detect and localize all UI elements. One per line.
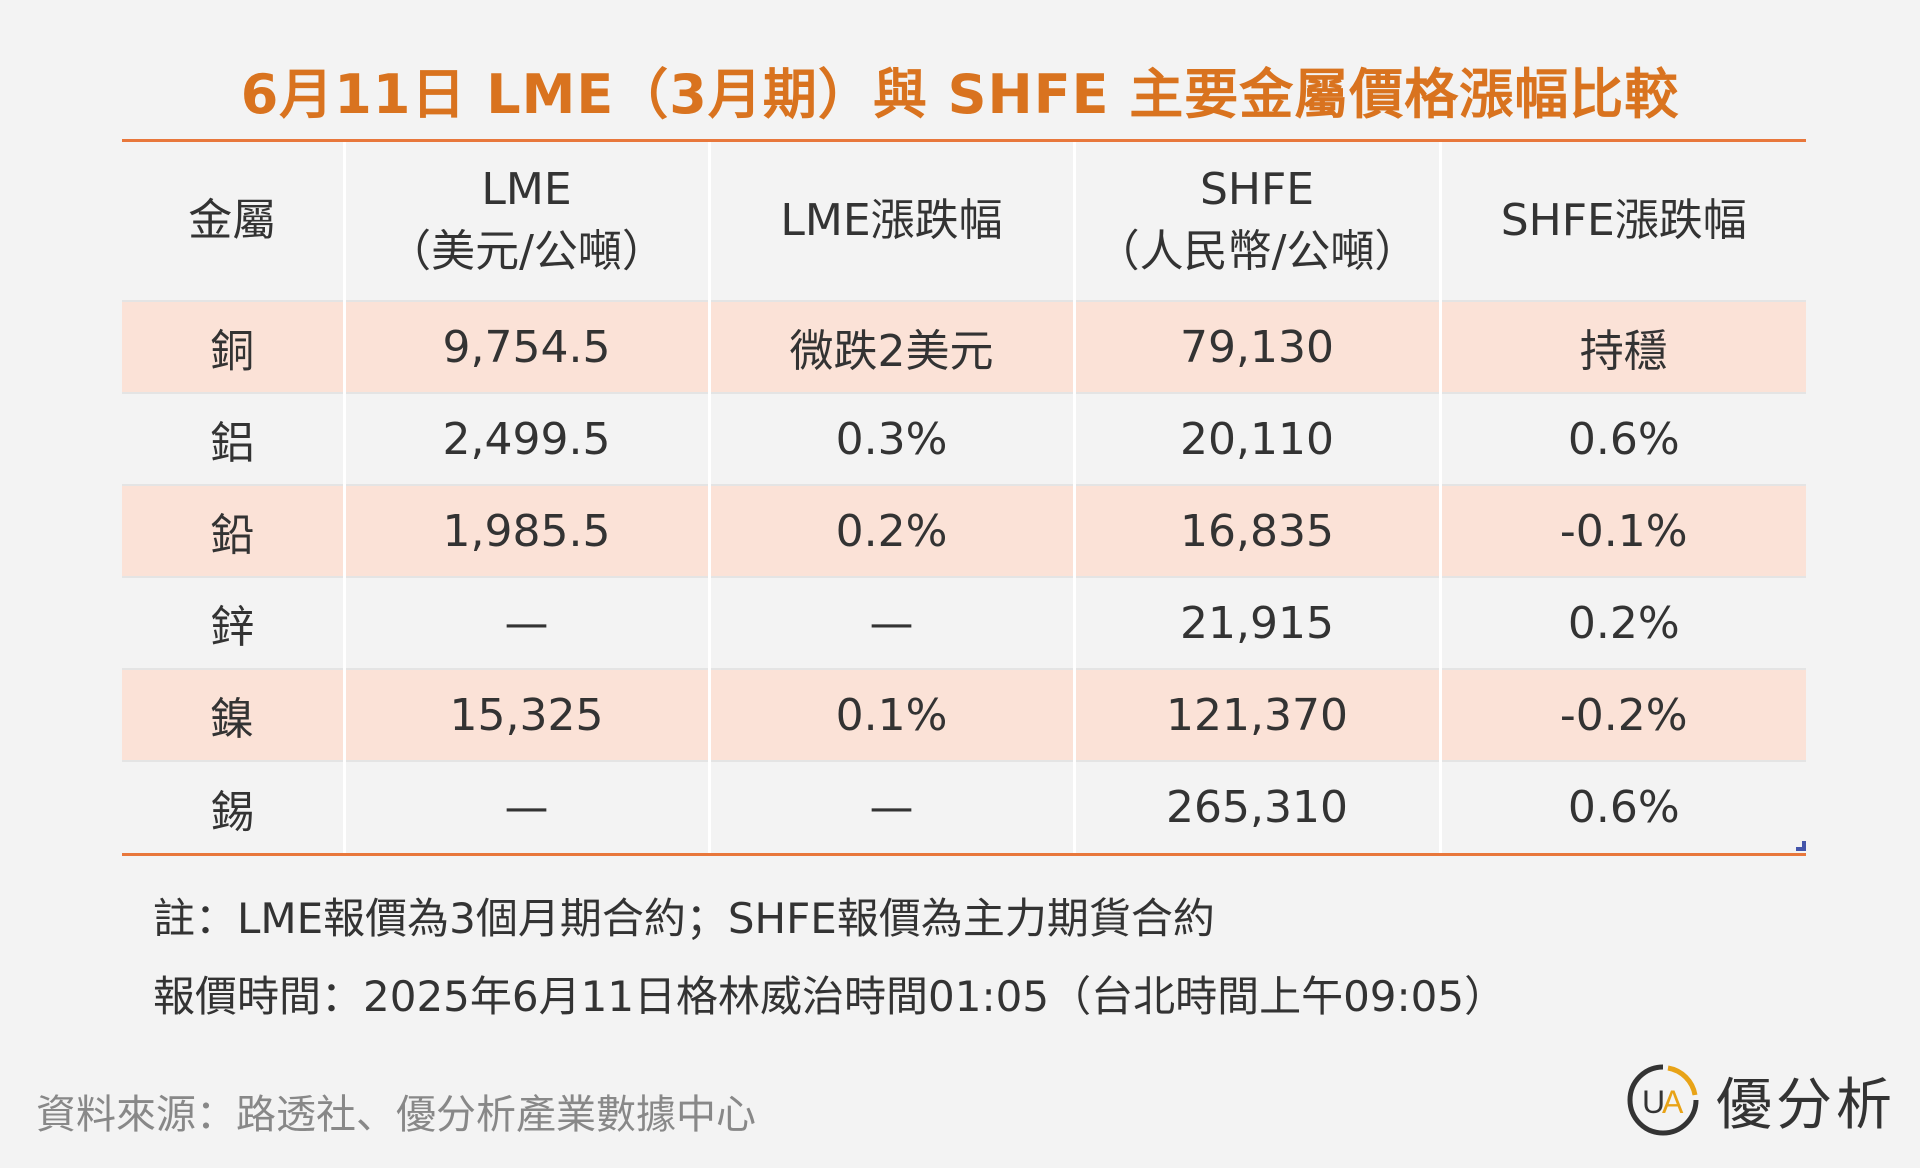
table-row: 鋁 2,499.5 0.3% 20,110 0.6%	[122, 392, 1806, 485]
cell-lme-change: 0.2%	[707, 484, 1074, 577]
brand-name: 優分析	[1716, 1072, 1896, 1138]
cell-shfe-price: 121,370	[1072, 668, 1440, 761]
price-comparison-table: 金屬 LME （美元/公噸） LME漲跌幅 SHFE （人民幣/公噸） SHFE…	[122, 139, 1806, 856]
cell-lme-change: —	[707, 760, 1074, 853]
header-shfe-label: SHFE	[1199, 164, 1315, 215]
cell-shfe-change: -0.1%	[1438, 484, 1806, 577]
table-row: 鉛 1,985.5 0.2% 16,835 -0.1%	[122, 484, 1806, 577]
cell-shfe-change: 0.6%	[1438, 392, 1806, 485]
header-lme-change: LME漲跌幅	[707, 142, 1074, 301]
cell-metal: 鉛	[122, 484, 344, 577]
cell-shfe-change: -0.2%	[1438, 668, 1806, 761]
contract-note: 註：LME報價為3個月期合約；SHFE報價為主力期貨合約	[153, 894, 1215, 943]
cell-lme-price: 2,499.5	[342, 392, 709, 485]
cell-lme-price: 1,985.5	[342, 484, 709, 577]
cell-lme-change: —	[707, 576, 1074, 669]
cell-shfe-change: 0.6%	[1438, 760, 1806, 853]
cell-metal: 錫	[122, 760, 344, 853]
ua-logo-icon: U A	[1627, 1064, 1699, 1136]
header-lme-label: LME	[481, 164, 572, 215]
logo-a-letter: A	[1662, 1084, 1684, 1120]
header-shfe-change: SHFE漲跌幅	[1438, 142, 1806, 301]
cell-metal: 鋅	[122, 576, 344, 669]
table-header-row: 金屬 LME （美元/公噸） LME漲跌幅 SHFE （人民幣/公噸） SHFE…	[122, 142, 1806, 301]
cell-metal: 鋁	[122, 392, 344, 485]
header-shfe-change-label: SHFE漲跌幅	[1500, 195, 1747, 246]
cell-lme-change: 0.3%	[707, 392, 1074, 485]
corner-resize-icon	[1796, 841, 1806, 851]
cell-shfe-price: 265,310	[1072, 760, 1440, 853]
cell-lme-price: —	[342, 576, 709, 669]
data-source: 資料來源：路透社、優分析產業數據中心	[36, 1092, 756, 1138]
cell-lme-change: 微跌2美元	[707, 300, 1074, 393]
cell-metal: 銅	[122, 300, 344, 393]
cell-shfe-price: 79,130	[1072, 300, 1440, 393]
header-lme-unit: （美元/公噸）	[387, 226, 666, 277]
notes: 註：LME報價為3個月期合約；SHFE報價為主力期貨合約 報價時間：2025年6…	[153, 880, 1506, 1036]
header-metal: 金屬	[122, 142, 344, 301]
table-row: 銅 9,754.5 微跌2美元 79,130 持穩	[122, 300, 1806, 393]
header-lme-change-label: LME漲跌幅	[780, 195, 1003, 246]
cell-lme-price: 15,325	[342, 668, 709, 761]
brand-logo: U A 優分析	[1624, 1052, 1896, 1148]
quote-time-note: 報價時間：2025年6月11日格林威治時間01:05（台北時間上午09:05）	[153, 972, 1507, 1021]
cell-shfe-price: 21,915	[1072, 576, 1440, 669]
header-metal-label: 金屬	[188, 195, 277, 246]
table-row: 鎳 15,325 0.1% 121,370 -0.2%	[122, 668, 1806, 761]
cell-shfe-change: 0.2%	[1438, 576, 1806, 669]
header-shfe-unit: （人民幣/公噸）	[1095, 226, 1419, 277]
page-title: 6月11日 LME（3月期）與 SHFE 主要金屬價格漲幅比較	[240, 63, 1680, 126]
logo-u-letter: U	[1642, 1084, 1665, 1120]
table-row: 鋅 — — 21,915 0.2%	[122, 576, 1806, 669]
cell-metal: 鎳	[122, 668, 344, 761]
header-shfe: SHFE （人民幣/公噸）	[1072, 142, 1440, 301]
cell-lme-price: —	[342, 760, 709, 853]
cell-shfe-price: 16,835	[1072, 484, 1440, 577]
cell-shfe-change: 持穩	[1438, 300, 1806, 393]
table-row: 錫 — — 265,310 0.6%	[122, 760, 1806, 853]
cell-shfe-price: 20,110	[1072, 392, 1440, 485]
cell-lme-price: 9,754.5	[342, 300, 709, 393]
header-lme: LME （美元/公噸）	[342, 142, 709, 301]
cell-lme-change: 0.1%	[707, 668, 1074, 761]
